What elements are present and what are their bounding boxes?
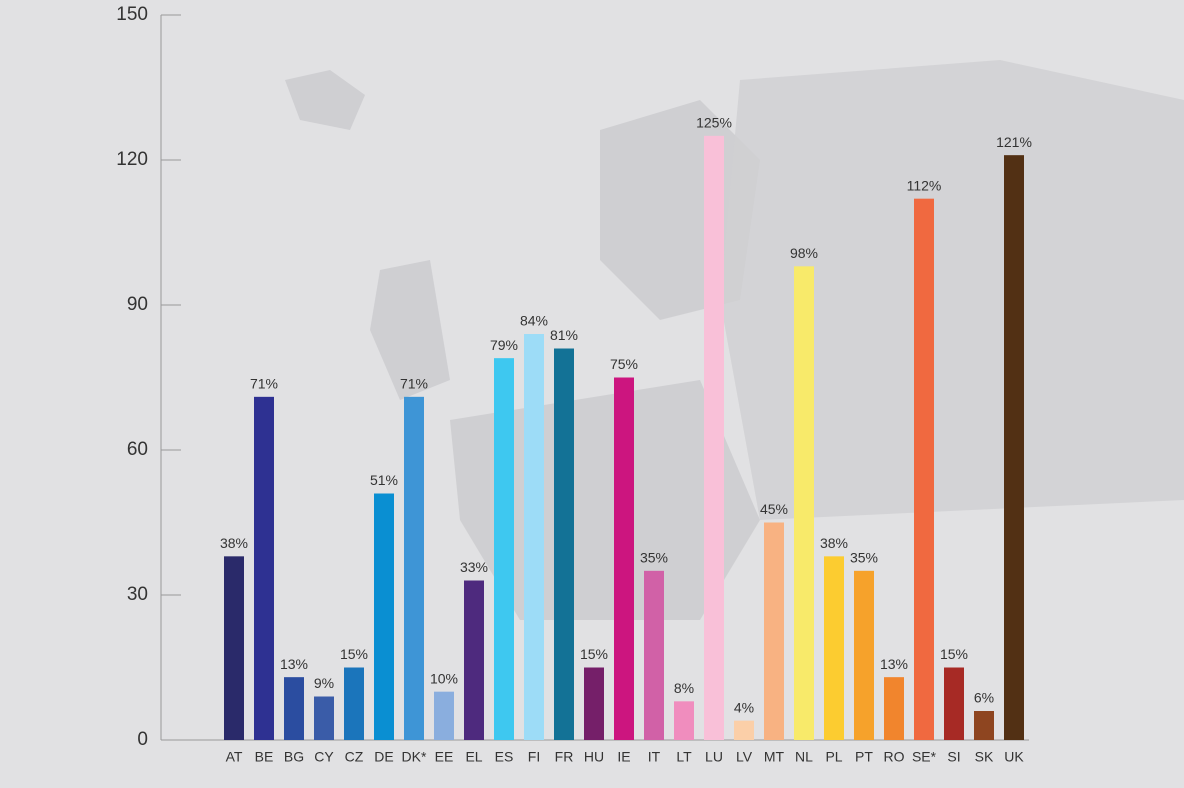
bar bbox=[524, 334, 544, 740]
x-tick-label: FR bbox=[555, 749, 574, 765]
x-tick-label: LU bbox=[705, 749, 723, 765]
value-label: 98% bbox=[790, 245, 818, 261]
x-tick-label: AT bbox=[226, 749, 243, 765]
bar bbox=[704, 135, 724, 741]
value-label: 33% bbox=[460, 559, 488, 575]
x-tick-label: DE bbox=[374, 749, 393, 765]
bar bbox=[584, 667, 604, 740]
value-label: 125% bbox=[696, 115, 732, 131]
x-tick-label: EE bbox=[435, 749, 454, 765]
y-tick-label: 120 bbox=[116, 149, 148, 170]
value-label: 15% bbox=[580, 646, 608, 662]
value-label: 84% bbox=[520, 313, 548, 329]
value-label: 35% bbox=[640, 550, 668, 566]
bar bbox=[284, 677, 304, 740]
value-label: 79% bbox=[490, 337, 518, 353]
y-tick-label: 30 bbox=[127, 584, 148, 605]
y-tick-label: 150 bbox=[116, 4, 148, 25]
value-label: 112% bbox=[907, 177, 942, 193]
x-tick-label: MT bbox=[764, 749, 785, 765]
bar bbox=[494, 358, 514, 740]
bar bbox=[344, 667, 364, 740]
value-label: 15% bbox=[940, 646, 968, 662]
x-tick-label: IT bbox=[648, 749, 661, 765]
bar bbox=[374, 493, 394, 740]
x-tick-label: EL bbox=[465, 749, 482, 765]
x-tick-label: CY bbox=[314, 749, 334, 765]
x-tick-label: DK* bbox=[402, 749, 427, 765]
value-label: 15% bbox=[340, 646, 368, 662]
value-label: 71% bbox=[400, 376, 428, 392]
value-label: 38% bbox=[820, 535, 848, 551]
x-tick-label: SI bbox=[947, 749, 960, 765]
x-tick-label: UK bbox=[1004, 749, 1024, 765]
bar bbox=[974, 711, 994, 740]
value-label: 121% bbox=[996, 134, 1032, 150]
bar bbox=[824, 556, 844, 740]
bar bbox=[254, 396, 274, 740]
x-tick-label: CZ bbox=[345, 749, 364, 765]
bar bbox=[554, 348, 574, 740]
x-tick-label: BE bbox=[255, 749, 274, 765]
value-label: 13% bbox=[280, 656, 308, 672]
x-tick-label: IE bbox=[617, 749, 630, 765]
value-label: 35% bbox=[850, 550, 878, 566]
x-tick-label: NL bbox=[795, 749, 813, 765]
bar bbox=[734, 720, 754, 740]
bar bbox=[224, 556, 244, 740]
value-label: 71% bbox=[250, 376, 278, 392]
value-label: 8% bbox=[674, 680, 694, 696]
bar bbox=[1004, 155, 1024, 740]
x-tick-label: LV bbox=[736, 749, 753, 765]
x-tick-label: BG bbox=[284, 749, 304, 765]
bar bbox=[914, 198, 934, 740]
x-tick-label: ES bbox=[495, 749, 514, 765]
x-tick-label: HU bbox=[584, 749, 604, 765]
x-tick-label: PL bbox=[825, 749, 842, 765]
bar bbox=[794, 266, 814, 740]
bar bbox=[674, 701, 694, 740]
bar bbox=[434, 691, 454, 740]
x-tick-label: SK bbox=[975, 749, 994, 765]
value-label: 6% bbox=[974, 690, 994, 706]
bar bbox=[644, 570, 664, 740]
bar bbox=[614, 377, 634, 740]
x-tick-label: FI bbox=[528, 749, 540, 765]
y-tick-label: 90 bbox=[127, 294, 148, 315]
value-label: 4% bbox=[734, 699, 754, 715]
x-tick-label: SE* bbox=[912, 749, 937, 765]
bar bbox=[944, 667, 964, 740]
y-tick-label: 60 bbox=[127, 439, 148, 460]
value-label: 13% bbox=[880, 656, 908, 672]
y-tick-label: 0 bbox=[137, 729, 148, 750]
value-label: 38% bbox=[220, 535, 248, 551]
x-tick-label: RO bbox=[884, 749, 905, 765]
value-label: 75% bbox=[610, 356, 638, 372]
value-label: 10% bbox=[430, 670, 458, 686]
bar bbox=[764, 522, 784, 740]
bar bbox=[884, 677, 904, 740]
bar bbox=[404, 396, 424, 740]
value-label: 81% bbox=[550, 327, 578, 343]
x-tick-label: PT bbox=[855, 749, 873, 765]
bar bbox=[854, 570, 874, 740]
value-label: 51% bbox=[370, 472, 398, 488]
value-label: 9% bbox=[314, 675, 334, 691]
bar bbox=[464, 580, 484, 740]
value-label: 45% bbox=[760, 501, 788, 517]
bar bbox=[314, 696, 334, 740]
x-tick-label: LT bbox=[676, 749, 692, 765]
